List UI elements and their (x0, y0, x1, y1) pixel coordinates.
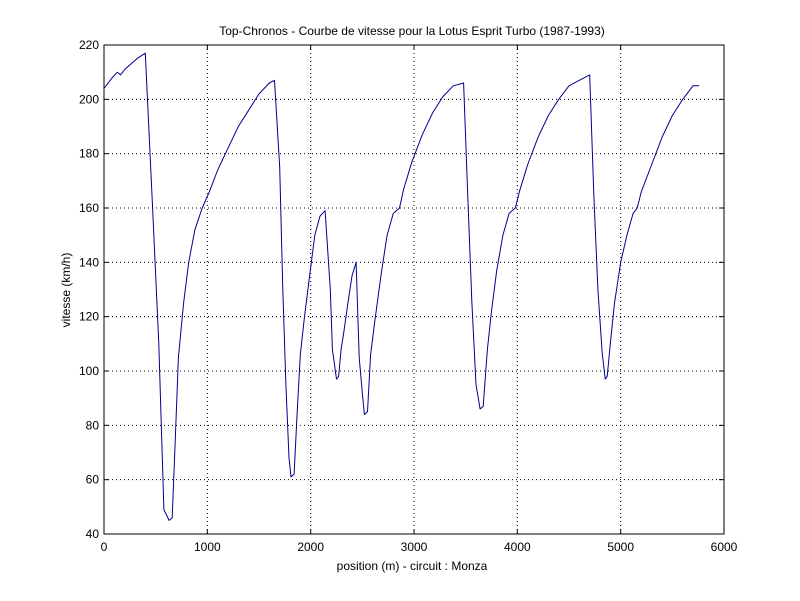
x-tick-label: 6000 (711, 540, 738, 554)
y-tick-label: 200 (79, 92, 99, 106)
y-tick-label: 160 (79, 201, 99, 215)
y-tick-label: 220 (79, 38, 99, 52)
x-tick-label: 1000 (194, 540, 221, 554)
y-tick-label: 100 (79, 364, 99, 378)
y-tick-label: 180 (79, 147, 99, 161)
y-tick-label: 140 (79, 255, 99, 269)
x-tick-label: 5000 (607, 540, 634, 554)
y-tick-label: 60 (86, 473, 100, 487)
speed-series-line (103, 52, 700, 521)
y-tick-label: 120 (79, 310, 99, 324)
x-tick-label: 4000 (504, 540, 531, 554)
y-axis-label: vitesse (km/h) (59, 253, 73, 328)
y-tick-label: 40 (86, 527, 100, 541)
axes: 0 1000 2000 3000 4000 5000 6000 40 60 80 100 120 140… (79, 38, 738, 554)
chart-title: Top-Chronos - Courbe de vitesse pour la … (219, 24, 605, 38)
x-tick-label: 0 (101, 540, 108, 554)
x-axis-label: position (m) - circuit : Monza (337, 559, 488, 573)
x-tick-label: 3000 (401, 540, 428, 554)
x-tick-label: 2000 (297, 540, 324, 554)
y-tick-label: 80 (86, 418, 100, 432)
